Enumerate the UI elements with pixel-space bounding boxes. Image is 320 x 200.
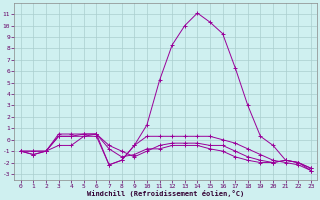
X-axis label: Windchill (Refroidissement éolien,°C): Windchill (Refroidissement éolien,°C)	[87, 190, 244, 197]
